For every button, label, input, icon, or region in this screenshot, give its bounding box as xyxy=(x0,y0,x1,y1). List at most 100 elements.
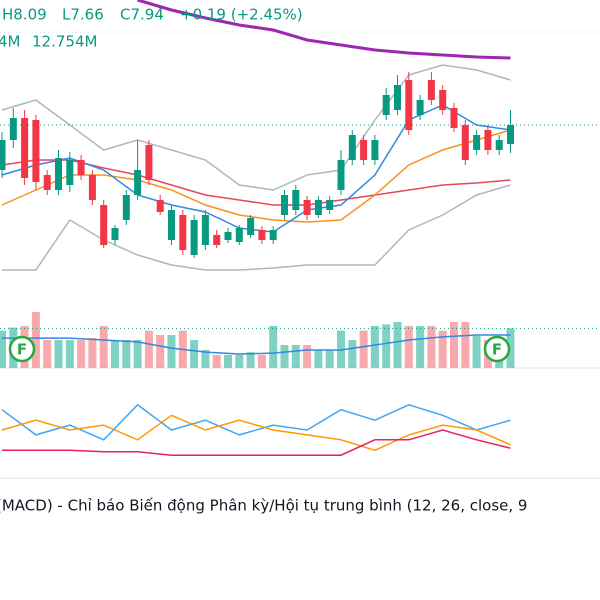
candle-body xyxy=(190,220,198,255)
volume-bar xyxy=(133,340,142,368)
volume-bar xyxy=(224,354,232,368)
volume-bar xyxy=(99,326,108,368)
volume-bar xyxy=(54,340,63,368)
volume-ma xyxy=(2,334,511,355)
candle-body xyxy=(134,170,142,195)
volume-bar xyxy=(156,335,165,368)
candle-body xyxy=(235,228,243,242)
volume-bar xyxy=(235,354,244,368)
volume-bar xyxy=(472,335,481,368)
candle-body xyxy=(427,80,435,100)
volume-bar xyxy=(201,349,210,368)
candle-body xyxy=(461,125,469,160)
candle-body xyxy=(382,95,390,115)
overlay-line xyxy=(1,129,511,223)
marker-circle xyxy=(483,335,511,363)
candle-body xyxy=(473,135,481,150)
marker-circle xyxy=(8,335,36,363)
candle-body xyxy=(145,145,153,180)
candle-body xyxy=(201,215,209,245)
candle-body xyxy=(484,130,492,150)
volume-bar xyxy=(280,344,289,368)
candle-body xyxy=(371,140,379,160)
overlay-line xyxy=(1,64,511,191)
candle-body xyxy=(281,195,288,215)
volume-bar xyxy=(122,340,131,368)
candle-body xyxy=(0,140,6,170)
candle-body xyxy=(507,125,514,144)
candle-body xyxy=(303,200,311,215)
candle-body xyxy=(43,175,51,190)
change: +0.19 (+2.45%) xyxy=(180,6,303,24)
candle-body xyxy=(224,232,232,240)
candle-body xyxy=(66,160,74,185)
candle-body xyxy=(55,158,62,190)
volume-bar xyxy=(438,330,447,368)
volume-bar xyxy=(461,321,470,368)
marker[interactable]: F xyxy=(8,335,36,363)
candle-body xyxy=(247,218,255,235)
plot xyxy=(0,0,600,456)
volume-bar xyxy=(65,340,74,368)
candle-body xyxy=(122,195,130,220)
volume-bar xyxy=(427,326,436,368)
candle-body xyxy=(348,135,356,160)
oscillator-line xyxy=(2,429,511,456)
marker-label: F xyxy=(17,341,27,359)
volume-bar xyxy=(269,326,278,368)
volume-bar xyxy=(212,354,221,368)
volume-bar xyxy=(0,330,6,368)
candle-body xyxy=(450,108,458,128)
volume-bar xyxy=(291,344,300,368)
volume-bar xyxy=(506,328,515,368)
volume-bar xyxy=(88,338,97,368)
marker-label: F xyxy=(492,341,502,359)
volume-bar xyxy=(257,354,266,368)
candle-body xyxy=(292,190,300,210)
volume-bar xyxy=(382,324,391,368)
candle-body xyxy=(258,230,266,240)
candle-body xyxy=(179,215,187,250)
volume-bar xyxy=(325,349,334,368)
volume-bar xyxy=(370,326,379,368)
volume-bar xyxy=(393,321,402,368)
overlay-line xyxy=(137,0,511,60)
volume-value: 12.754M xyxy=(32,33,97,51)
volume-bar xyxy=(43,340,52,368)
candle-body xyxy=(77,160,85,175)
volume-bar xyxy=(359,330,368,368)
candle-body xyxy=(416,100,424,115)
low: L7.66 xyxy=(62,6,104,24)
close: C7.94 xyxy=(120,6,164,24)
candle-body xyxy=(168,210,175,240)
volume-bar xyxy=(314,349,323,368)
candle-body xyxy=(88,175,96,200)
marker[interactable]: F xyxy=(483,335,511,363)
volume-bar xyxy=(246,352,255,368)
oscillator-line xyxy=(1,414,511,452)
volume-bar xyxy=(144,330,153,368)
volume-bar xyxy=(167,335,176,368)
volume-bar xyxy=(31,312,40,368)
candle-body xyxy=(360,140,368,160)
volume-label: 4M xyxy=(0,33,21,51)
volume-bar xyxy=(77,340,86,368)
candle-body xyxy=(326,200,334,210)
candle-body xyxy=(439,90,447,110)
overlay-line xyxy=(1,104,511,233)
candle-body xyxy=(213,235,221,245)
volume-bar xyxy=(190,340,199,368)
header: H8.09 L7.66 C7.94 +0.19 (+2.45%) 4M 12.7… xyxy=(0,6,303,51)
volume-bar xyxy=(416,326,425,368)
candle-body xyxy=(337,160,345,190)
candle-body xyxy=(314,200,322,215)
volume-bar xyxy=(404,326,413,368)
oscillator-line xyxy=(1,403,511,441)
candle-body xyxy=(269,230,277,240)
overlay-line xyxy=(2,184,511,271)
candle-body xyxy=(32,120,40,182)
candle-body xyxy=(9,118,17,140)
volume-bar xyxy=(348,340,357,368)
